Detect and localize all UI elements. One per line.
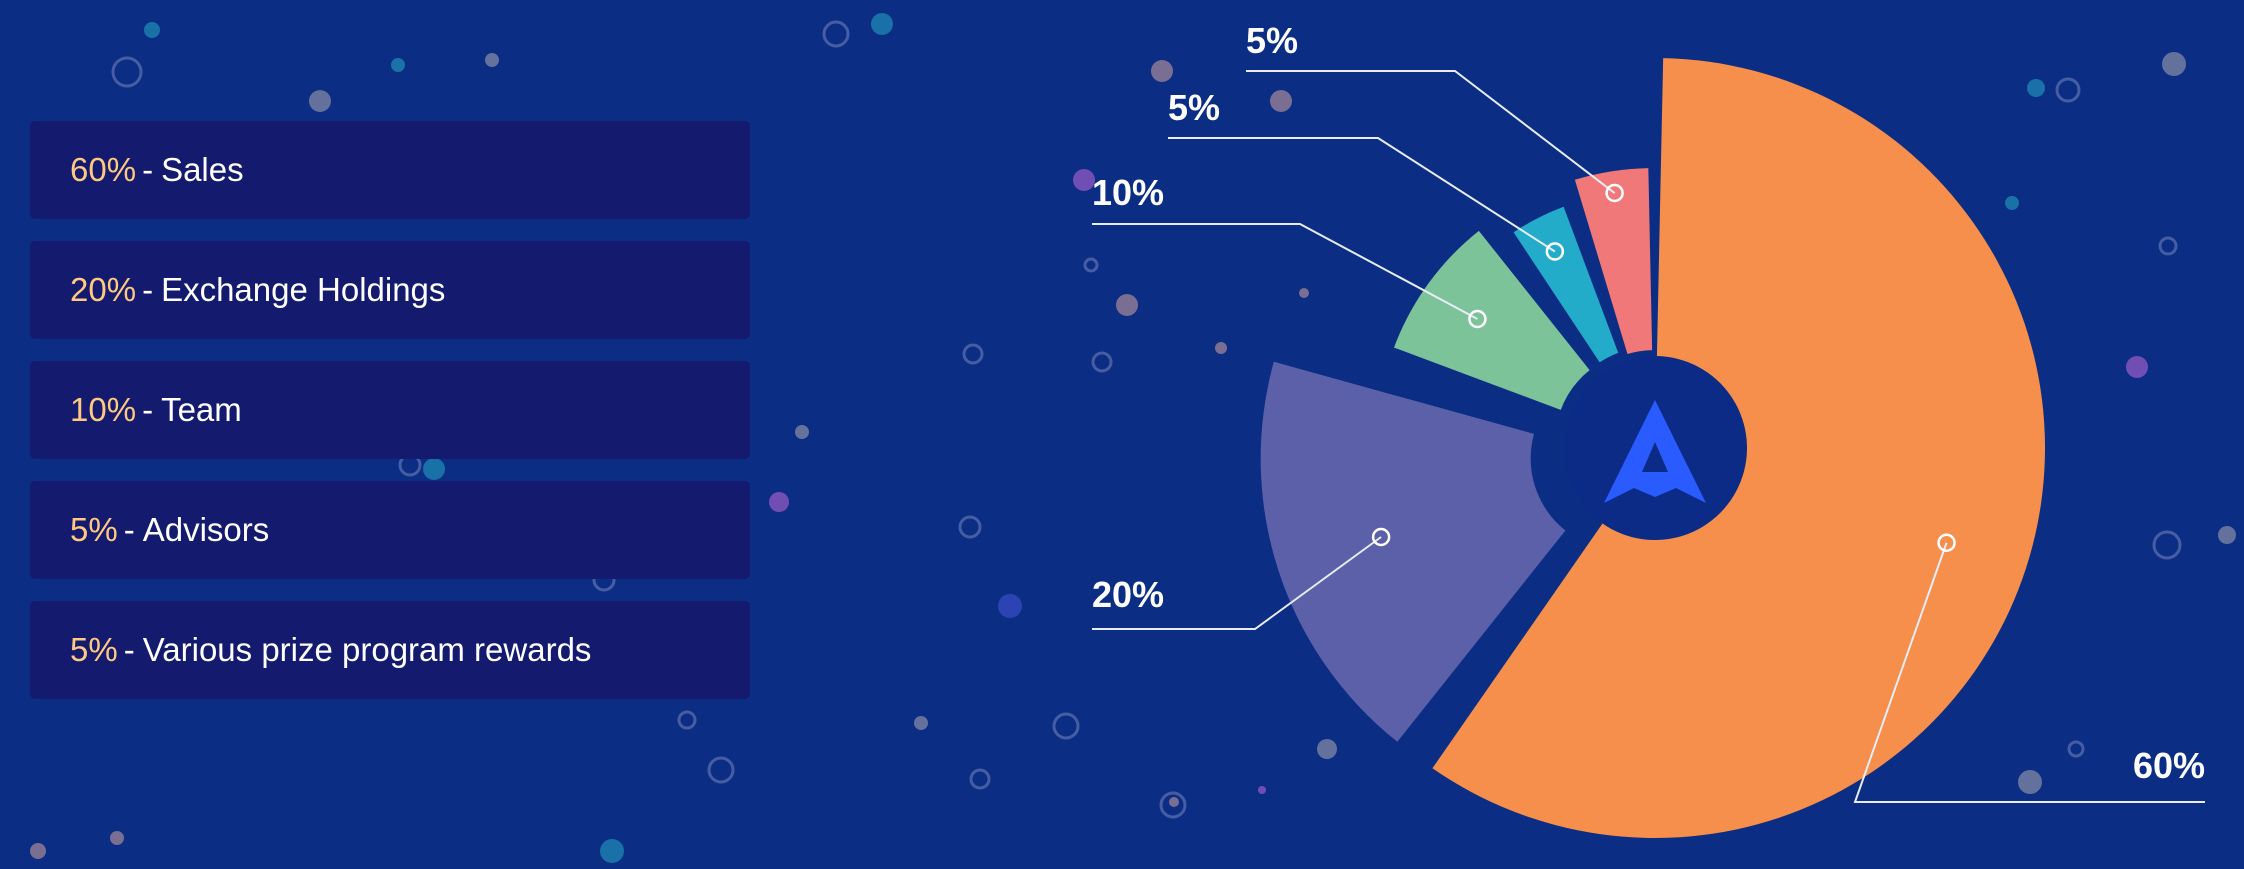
pie-slices [1260,58,2046,838]
callout-line [1092,536,1382,630]
legend-percent: 5% [70,631,118,668]
legend-item-exchange-holdings: 20% - Exchange Holdings [30,241,750,339]
data-label: 20% [1092,574,1164,615]
legend-label: Various prize program rewards [142,631,592,668]
legend-separator: - [142,151,154,188]
legend-separator: - [142,271,154,308]
pie-slice-sales [1432,58,2046,838]
legend-separator: - [142,391,154,428]
callout-line [1092,223,1478,320]
callout-dot [1468,309,1487,329]
legend-percent: 5% [70,511,118,548]
pie-slice-various-prize-program-rewards [1574,168,1653,355]
pie-slice-advisors [1513,206,1619,363]
legend-separator: - [123,631,135,668]
callout-dot [1605,183,1624,203]
data-label: 10% [1092,172,1164,213]
legend: 60% - Sales 20% - Exchange Holdings 10% … [30,121,750,721]
center-circle [1564,357,1746,539]
callout-dot [1545,242,1565,261]
legend-label: Sales [161,151,244,188]
pie-callouts: 60% 20% 10% 5% 5% [1092,20,2205,803]
callout-dot [1937,533,1956,552]
data-label: 5% [1168,87,1220,128]
callout-line [1168,137,1556,253]
callout-dot [1371,527,1391,547]
legend-percent: 60% [70,151,137,188]
legend-percent: 20% [70,271,137,308]
legend-percent: 10% [70,391,137,428]
legend-item-team: 10% - Team [30,361,750,459]
legend-item-advisors: 5% - Advisors [30,481,750,579]
legend-item-sales: 60% - Sales [30,121,750,219]
callout-line [1246,70,1616,194]
legend-separator: - [123,511,135,548]
legend-label: Exchange Holdings [161,271,446,308]
pie-slice-team [1394,230,1590,410]
pie-slice-exchange-holdings [1260,361,1566,742]
legend-label: Advisors [142,511,270,548]
legend-label: Team [161,391,242,428]
legend-item-prize-rewards: 5% - Various prize program rewards [30,601,750,699]
data-label: 60% [2133,745,2205,786]
callout-line [1853,542,2205,803]
arrow-a-logo-icon [1604,400,1706,503]
data-label: 5% [1246,20,1298,61]
